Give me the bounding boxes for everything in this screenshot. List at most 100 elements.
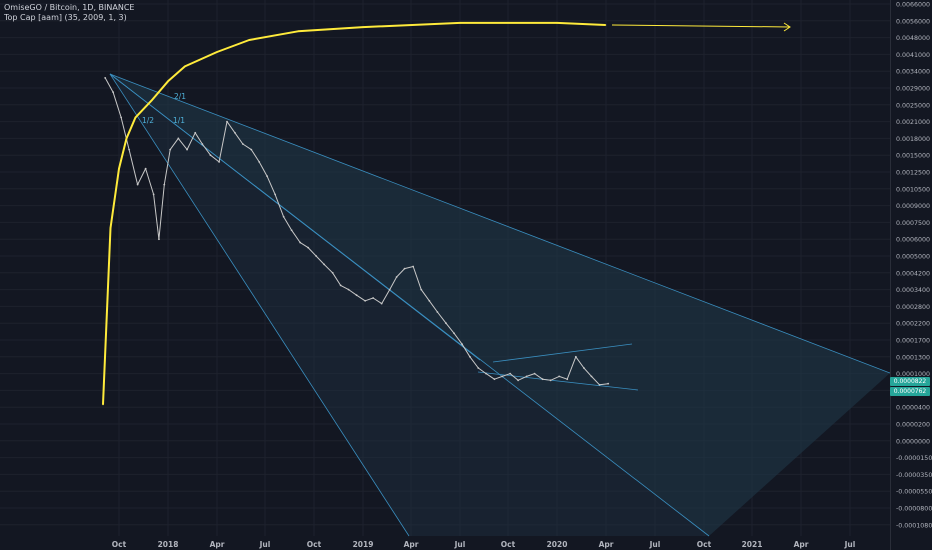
arrow-head-icon bbox=[783, 22, 791, 32]
price-point bbox=[315, 255, 318, 257]
price-point bbox=[307, 246, 310, 249]
top-cap-point bbox=[184, 65, 186, 68]
top-cap-point bbox=[556, 22, 558, 24]
top-cap-point bbox=[604, 24, 607, 26]
price-point bbox=[331, 271, 334, 274]
price-point bbox=[477, 367, 480, 369]
price-point bbox=[274, 193, 277, 196]
price-point bbox=[583, 367, 585, 369]
x-tick-label: 2019 bbox=[353, 540, 374, 549]
price-point bbox=[533, 372, 536, 375]
fan-line-2-1 bbox=[109, 73, 891, 374]
fan-label: 1/1 bbox=[173, 116, 185, 125]
y-tick-label: 0.0001300 bbox=[896, 354, 930, 361]
x-tick-label: 2018 bbox=[158, 540, 179, 549]
y-tick-label: 0.0000400 bbox=[896, 405, 930, 412]
y-tick-label: 0.0018000 bbox=[896, 136, 930, 143]
top-cap-point bbox=[118, 167, 120, 170]
price-point bbox=[590, 375, 593, 378]
price-point bbox=[186, 148, 188, 151]
y-tick-label: 0.0010500 bbox=[896, 186, 930, 193]
y-tick-label: 0.0000000 bbox=[896, 438, 930, 445]
price-point bbox=[420, 288, 423, 291]
x-tick-label: Oct bbox=[501, 540, 516, 549]
last-price-tag: 0.0000822 bbox=[890, 377, 930, 386]
price-point bbox=[598, 383, 601, 386]
series-layer bbox=[102, 21, 791, 406]
x-tick-label: Apr bbox=[210, 540, 225, 549]
price-point bbox=[395, 276, 398, 278]
y-tick-label: 0.0001700 bbox=[896, 338, 930, 345]
channel-upper bbox=[492, 343, 633, 363]
price-point bbox=[128, 148, 131, 151]
top-cap-point bbox=[459, 22, 461, 24]
price-point bbox=[355, 294, 358, 297]
top-cap-point bbox=[216, 51, 218, 53]
y-tick-label: -0.0001080 bbox=[896, 522, 932, 529]
price-point bbox=[201, 143, 204, 145]
y-tick-label: -0.0000350 bbox=[896, 472, 932, 479]
price-point bbox=[372, 297, 375, 299]
price-point bbox=[104, 77, 107, 79]
y-tick-label: 0.0034000 bbox=[896, 69, 930, 76]
price-point bbox=[258, 161, 261, 163]
x-tick-label: Apr bbox=[599, 540, 614, 549]
price-point bbox=[388, 288, 391, 291]
fan-label: 1/2 bbox=[142, 116, 154, 125]
gann-fan: 2/1 1/2 1/1 bbox=[109, 73, 891, 537]
price-point bbox=[493, 378, 496, 381]
y-tick-label: 0.0000200 bbox=[896, 422, 930, 429]
top-cap-point bbox=[134, 116, 137, 119]
x-tick-label: Oct bbox=[307, 540, 322, 549]
price-point bbox=[339, 284, 342, 287]
price-point bbox=[501, 375, 504, 378]
x-tick-label: Apr bbox=[794, 540, 809, 549]
price-point bbox=[136, 183, 139, 186]
price-point bbox=[120, 116, 123, 119]
top-cap-point bbox=[248, 39, 250, 41]
price-point bbox=[461, 343, 463, 346]
y-tick-label: 0.0005000 bbox=[896, 254, 930, 261]
y-tick-label: 0.0007500 bbox=[896, 220, 930, 227]
price-point bbox=[412, 265, 415, 268]
channel-lower bbox=[477, 371, 639, 391]
y-tick-label: 0.0002200 bbox=[896, 321, 930, 328]
x-tick-label: 2021 bbox=[742, 540, 763, 549]
price-point bbox=[428, 299, 431, 302]
y-tick-label: 0.0009000 bbox=[896, 203, 930, 210]
y-tick-label: 0.0025000 bbox=[896, 102, 930, 109]
y-tick-label: 0.0056000 bbox=[896, 18, 930, 25]
price-point bbox=[607, 382, 610, 385]
x-tick-label: Oct bbox=[697, 540, 712, 549]
top-cap-point bbox=[102, 403, 104, 406]
price-point bbox=[299, 241, 302, 244]
x-tick-label: 2020 bbox=[547, 540, 568, 549]
price-point bbox=[380, 302, 383, 305]
price-point bbox=[347, 288, 350, 291]
price-point bbox=[469, 355, 471, 358]
top-cap-point bbox=[150, 99, 153, 102]
price-point bbox=[323, 263, 326, 266]
price-point bbox=[169, 148, 172, 151]
time-axis-labels: Oct 2018 Apr Jul Oct 2019 Apr Jul Oct 2020 Apr Jul O… bbox=[112, 540, 856, 549]
price-point bbox=[282, 215, 285, 218]
y-tick-label: 0.0015000 bbox=[896, 153, 930, 160]
y-tick-label: 0.0021000 bbox=[896, 119, 930, 126]
x-tick-label: Apr bbox=[404, 540, 419, 549]
y-tick-label: -0.0000550 bbox=[896, 489, 932, 496]
price-point bbox=[194, 131, 197, 134]
price-point bbox=[226, 120, 228, 123]
price-axis[interactable] bbox=[890, 0, 932, 550]
fan-fill-outer bbox=[110, 74, 890, 536]
price-point bbox=[436, 311, 439, 313]
y-tick-label: -0.0000150 bbox=[896, 455, 932, 462]
y-tick-label: 0.0001000 bbox=[896, 371, 930, 378]
price-point bbox=[266, 175, 269, 178]
price-point bbox=[177, 137, 180, 140]
y-tick-label: 0.0012500 bbox=[896, 170, 930, 177]
price-point bbox=[549, 379, 552, 382]
top-cap-point bbox=[109, 227, 112, 229]
top-cap-point bbox=[362, 26, 364, 28]
y-tick-label: 0.0048000 bbox=[896, 35, 930, 42]
